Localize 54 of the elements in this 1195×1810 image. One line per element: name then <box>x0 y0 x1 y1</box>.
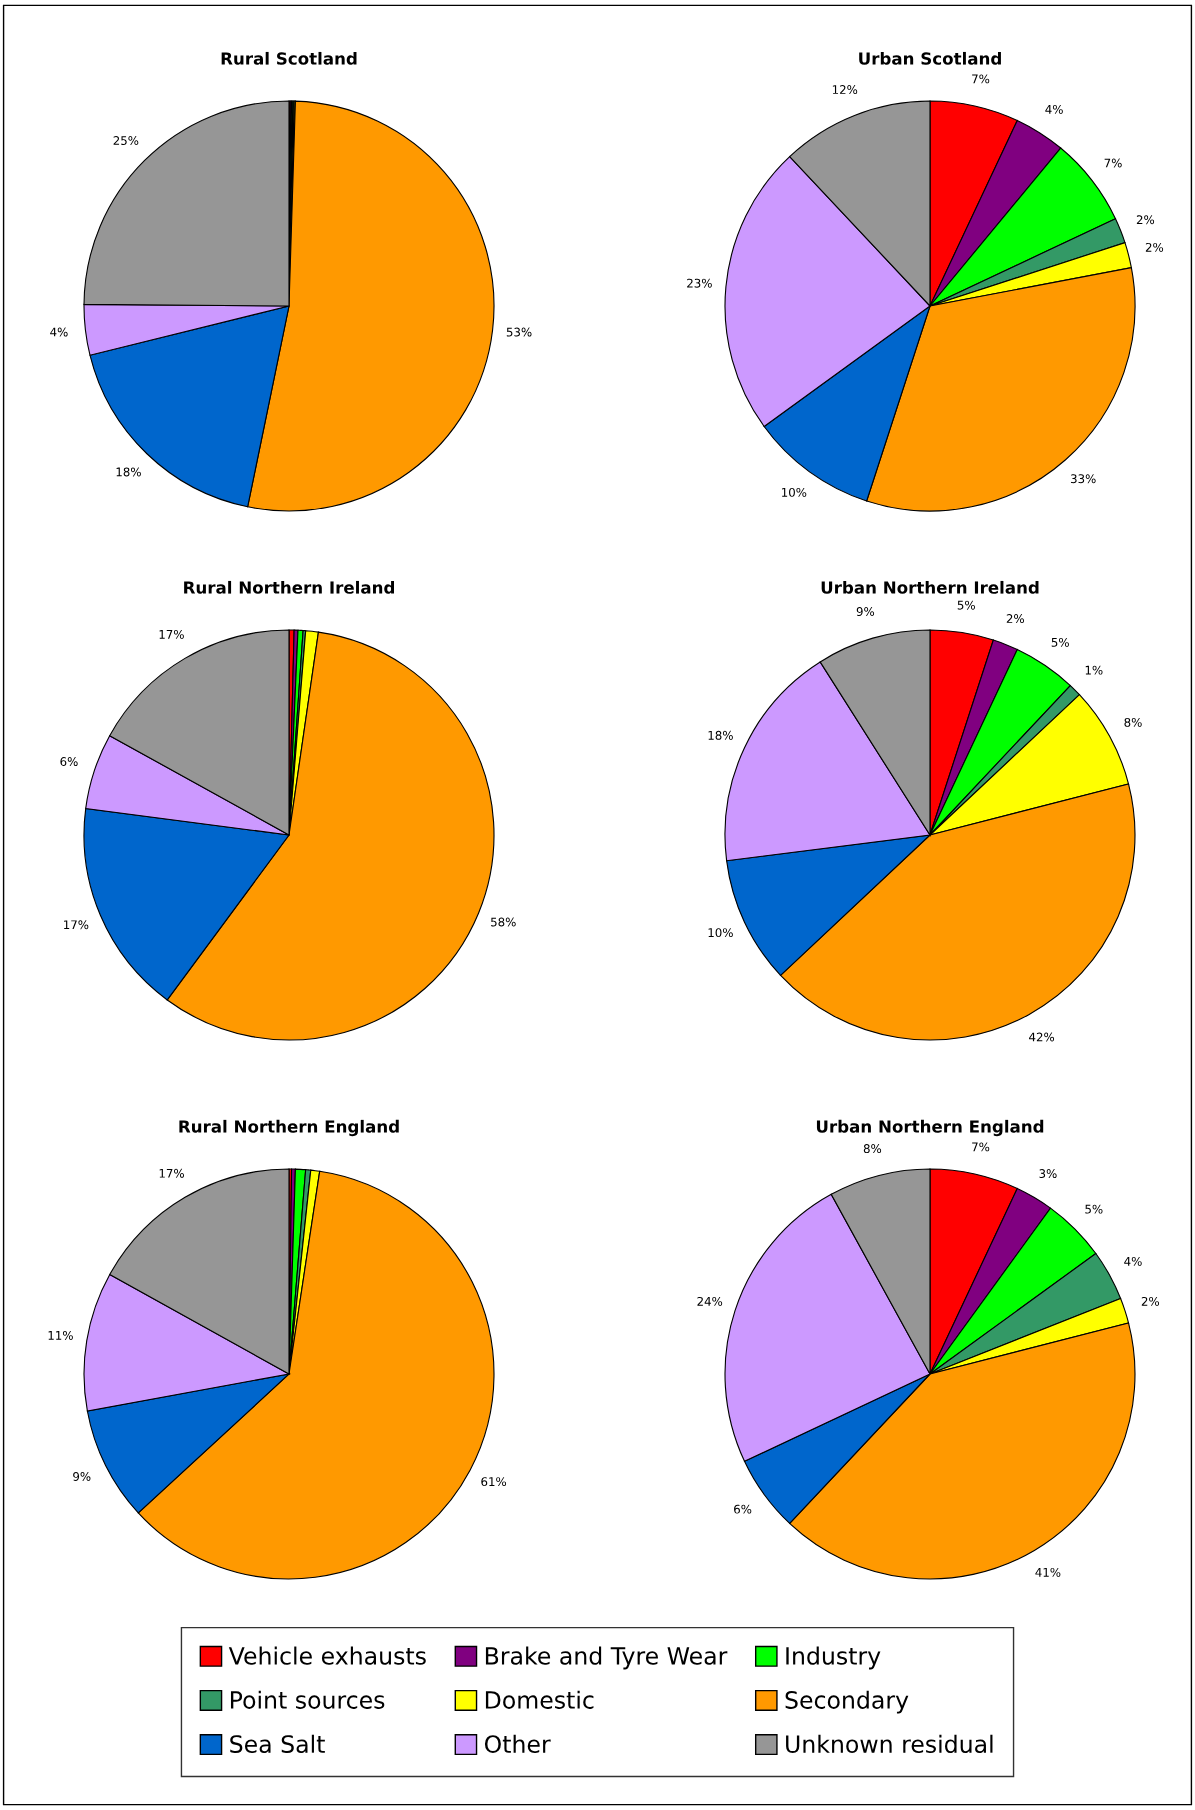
data-label: 6% <box>734 1504 752 1514</box>
data-label: 2% <box>1006 614 1024 624</box>
data-label: 24% <box>697 1296 723 1306</box>
data-label: 2% <box>1136 215 1155 225</box>
data-label: 10% <box>708 928 733 938</box>
data-label: 3% <box>1039 1169 1057 1179</box>
data-label: 12% <box>832 85 858 95</box>
data-label: 10% <box>782 487 807 497</box>
chart-title: Rural Northern England <box>179 1119 399 1137</box>
data-label: 41% <box>1035 1567 1061 1577</box>
data-label: 18% <box>116 467 141 477</box>
data-label: 17% <box>159 1168 184 1178</box>
legend-label: Secondary <box>785 1690 909 1714</box>
chart-title: Urban Northern England <box>816 1119 1044 1137</box>
legend-label: Vehicle exhausts <box>228 1646 426 1665</box>
data-label: 4% <box>1124 1256 1142 1266</box>
data-label: 25% <box>113 136 139 145</box>
data-label: 8% <box>1124 717 1142 727</box>
data-label: 7% <box>972 74 990 84</box>
legend-label: Industry <box>786 1646 881 1670</box>
data-label: 42% <box>1029 1032 1055 1042</box>
data-label: 4% <box>50 327 68 337</box>
chart-title: Urban Northern Ireland <box>821 580 1039 594</box>
data-label: 18% <box>708 730 733 740</box>
legend-label: Point sources <box>230 1690 385 1709</box>
chart-title: Rural Scotland <box>221 51 357 65</box>
data-label: 1% <box>1085 665 1103 675</box>
data-label: 4% <box>1045 104 1063 114</box>
data-label: 9% <box>856 607 875 616</box>
data-label: 9% <box>73 1471 91 1481</box>
data-label: 61% <box>481 1477 507 1487</box>
data-label: 2% <box>1145 242 1164 252</box>
data-label: 7% <box>972 1142 990 1152</box>
data-label: 33% <box>1070 474 1096 484</box>
chart-title: Urban Scotland <box>859 51 1001 65</box>
data-label: 5% <box>957 600 975 610</box>
legend-label: Brake and Tyre Wear <box>485 1646 728 1670</box>
data-label: 2% <box>1141 1296 1160 1306</box>
data-label: 5% <box>1085 1204 1103 1214</box>
data-label: 6% <box>60 757 78 767</box>
data-label: 8% <box>863 1144 882 1154</box>
data-label: 53% <box>506 327 532 337</box>
legend-label: Unknown residual <box>786 1734 993 1754</box>
data-label: 23% <box>687 278 712 288</box>
data-label: 58% <box>491 917 516 927</box>
chart-title: Rural Northern Ireland <box>184 580 394 594</box>
data-label: 7% <box>1104 158 1122 168</box>
data-label: 17% <box>159 629 184 639</box>
legend-label: Other <box>484 1734 551 1754</box>
legend-label: Sea Salt <box>230 1734 325 1754</box>
data-label: 17% <box>64 920 89 930</box>
data-label: 5% <box>1051 637 1069 647</box>
legend-label: Domestic <box>485 1690 594 1709</box>
data-label: 11% <box>48 1330 73 1340</box>
